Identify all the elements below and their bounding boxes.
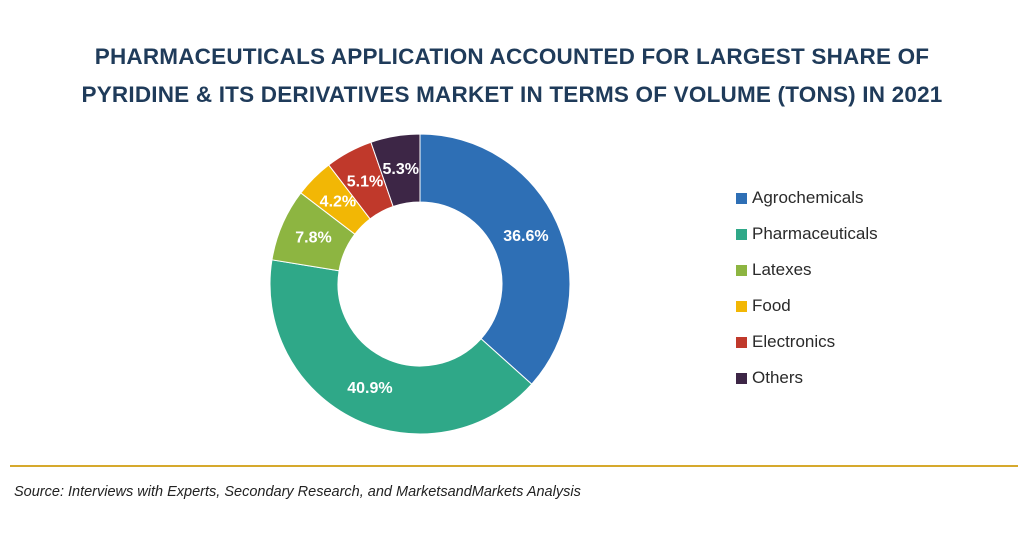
chart-title-line-2: PYRIDINE & ITS DERIVATIVES MARKET IN TER… [81, 82, 943, 107]
slice-label-pharmaceuticals: 40.9% [347, 380, 392, 397]
legend-item-agrochemicals: Agrochemicals [736, 180, 878, 216]
chart-legend: Agrochemicals Pharmaceuticals Latexes Food E… [736, 180, 878, 396]
legend-item-food: Food [736, 288, 878, 324]
legend-item-others: Others [736, 360, 878, 396]
legend-swatch [736, 300, 747, 312]
legend-swatch [736, 336, 747, 348]
slice-others [370, 133, 421, 208]
slice-label-others: 5.3% [383, 161, 419, 178]
slice-label-latexes: 7.8% [295, 230, 331, 247]
legend-label: Latexes [752, 260, 812, 279]
legend-label: Pharmaceuticals [752, 224, 878, 243]
chart-title-line-1: PHARMACEUTICALS APPLICATION ACCOUNTED FO… [94, 44, 930, 69]
slice-label-agrochemicals: 36.6% [503, 228, 548, 245]
slice-label-electronics: 5.1% [347, 173, 383, 190]
slice-pharmaceuticals [269, 259, 533, 435]
legend-swatch [736, 228, 747, 240]
legend-label: Food [752, 296, 791, 315]
chart-title: PHARMACEUTICALS APPLICATION ACCOUNTED FO… [0, 38, 1024, 114]
slice-agrochemicals [419, 133, 571, 385]
slice-label-food: 4.2% [320, 194, 356, 211]
source-note: Source: Interviews with Experts, Seconda… [14, 484, 581, 500]
legend-item-latexes: Latexes [736, 252, 878, 288]
legend-swatch [736, 192, 747, 204]
legend-item-pharmaceuticals: Pharmaceuticals [736, 216, 878, 252]
divider-rule [10, 465, 1018, 467]
legend-label: Others [752, 368, 804, 387]
legend-item-electronics: Electronics [736, 324, 878, 360]
legend-label: Agrochemicals [752, 188, 864, 207]
legend-swatch [736, 372, 747, 384]
legend-label: Electronics [752, 332, 836, 351]
legend-swatch [736, 264, 747, 276]
